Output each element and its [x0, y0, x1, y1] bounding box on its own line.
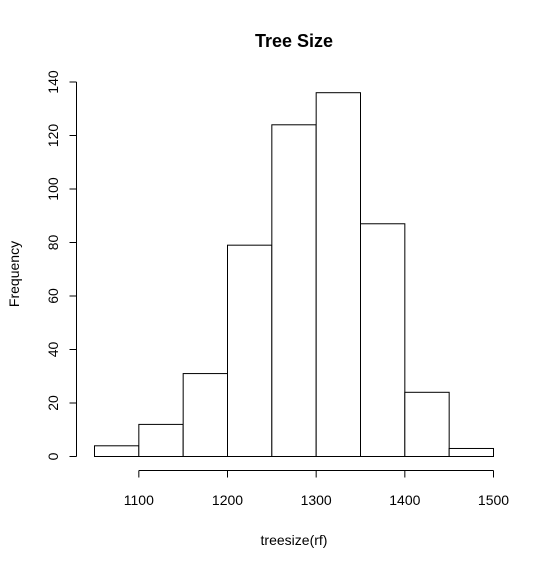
y-tick-label-60: 60 [45, 288, 61, 304]
chart-title: Tree Size [255, 31, 333, 51]
x-tick-label-1100: 1100 [124, 492, 154, 508]
histogram-bar-2 [182, 373, 229, 458]
x-tick-label-1400: 1400 [389, 492, 420, 508]
x-tick-label-1200: 1200 [212, 492, 243, 508]
x-tick-label-1300: 1300 [301, 492, 332, 508]
x-tick-label-1500: 1500 [478, 492, 509, 508]
histogram-bar-5 [315, 92, 361, 457]
y-tick-label-80: 80 [45, 235, 61, 251]
histogram-bar-0 [94, 445, 140, 457]
histogram-bar-8 [448, 447, 494, 458]
x-axis: 1100 1200 1300 1400 1500 [124, 470, 509, 508]
x-axis-label: treesize(rf) [261, 532, 328, 548]
y-tick-label-40: 40 [45, 342, 61, 358]
histogram-bar-1 [138, 423, 184, 457]
y-tick-label-120: 120 [45, 124, 61, 148]
y-axis-label: Frequency [6, 241, 22, 307]
y-tick-label-100: 100 [45, 177, 61, 201]
y-tick-label-0: 0 [45, 452, 61, 460]
histogram-bar-3 [227, 244, 273, 457]
y-axis: 0 20 40 60 80 100 120 140 [45, 70, 77, 460]
histogram-bar-6 [360, 223, 406, 457]
bars-group [94, 92, 494, 458]
histogram-bar-7 [404, 391, 450, 457]
y-tick-label-140: 140 [45, 70, 61, 94]
histogram-bar-4 [271, 124, 317, 458]
y-tick-label-20: 20 [45, 395, 61, 411]
